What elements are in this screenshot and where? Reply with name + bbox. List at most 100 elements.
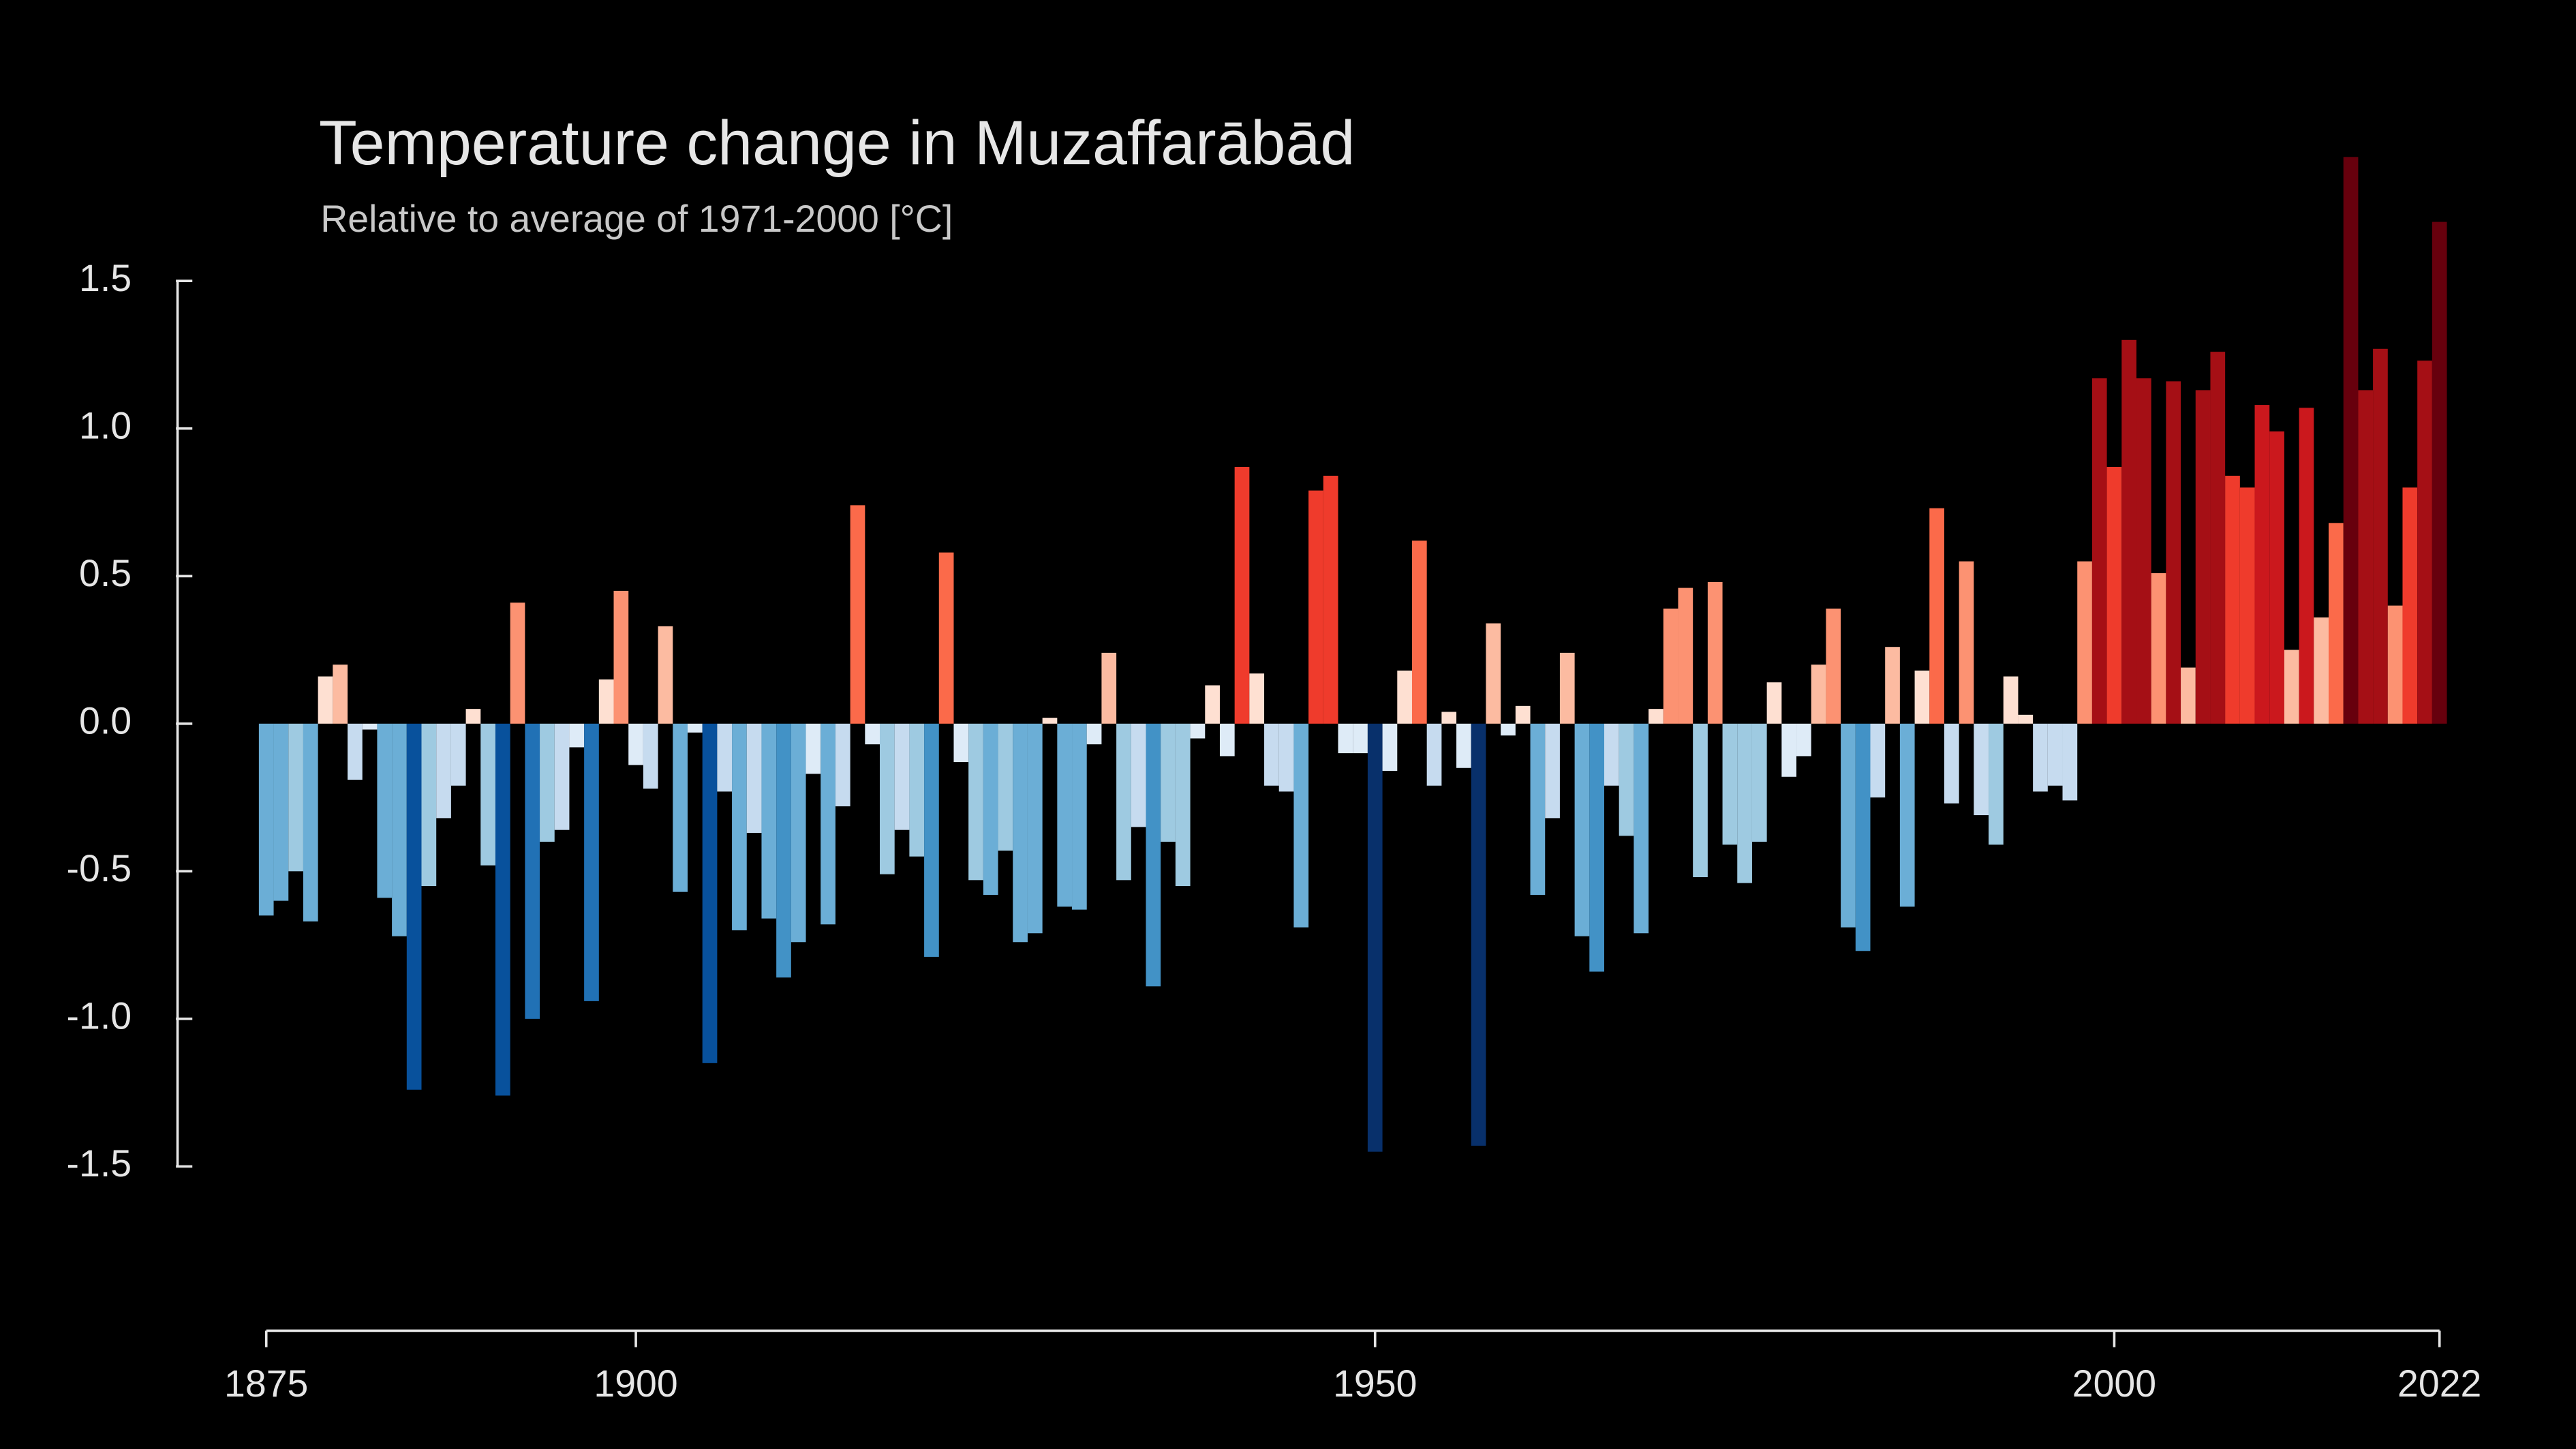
bar <box>1841 723 1856 928</box>
bar <box>776 723 791 978</box>
bar <box>1649 709 1663 724</box>
bar <box>2077 561 2092 724</box>
bar <box>628 723 643 765</box>
bar <box>850 505 865 724</box>
y-tick-label: 0.5 <box>79 552 132 594</box>
bar <box>554 723 570 830</box>
y-tick-label: 1.0 <box>79 404 132 446</box>
bar <box>924 723 939 957</box>
bar <box>288 723 303 872</box>
bar <box>1471 723 1486 1146</box>
x-tick-label: 1900 <box>594 1362 677 1405</box>
bar <box>1619 723 1634 836</box>
bar <box>1027 723 1043 934</box>
bar <box>1013 723 1028 943</box>
bar <box>1751 723 1767 842</box>
bar <box>998 723 1013 851</box>
bar <box>2358 390 2374 724</box>
y-tick-label: -1.5 <box>67 1142 132 1185</box>
bar <box>318 676 333 724</box>
bar <box>702 723 718 1063</box>
bar <box>1249 673 1265 724</box>
bar <box>2166 381 2181 724</box>
bar <box>1693 723 1708 877</box>
bar <box>1589 723 1605 972</box>
bar <box>1338 723 1353 754</box>
bar <box>2269 431 2284 724</box>
bar <box>2284 650 2299 724</box>
bar <box>1486 623 1501 724</box>
bar <box>2314 617 2329 724</box>
bar <box>1663 608 1678 724</box>
bar <box>1456 723 1471 768</box>
bar <box>2329 523 2344 724</box>
bar <box>880 723 895 874</box>
bar <box>1072 723 1087 910</box>
bar <box>2003 676 2019 724</box>
bar <box>1989 723 2004 845</box>
bar <box>569 723 585 748</box>
bar <box>525 723 540 1019</box>
bar <box>1766 682 1782 724</box>
bar <box>480 723 495 866</box>
bar <box>2210 352 2226 724</box>
y-tick-label: 1.5 <box>79 257 132 299</box>
bar <box>1441 712 1457 724</box>
x-tick-label: 1950 <box>1333 1362 1417 1405</box>
bar <box>1323 476 1338 724</box>
bar <box>1293 723 1309 928</box>
bar <box>2387 605 2403 724</box>
y-tick-label: -1.0 <box>67 995 132 1037</box>
bar <box>1308 490 1323 724</box>
bar <box>421 723 437 886</box>
bar <box>1501 723 1516 736</box>
bar <box>1131 723 1146 827</box>
bar <box>2062 723 2078 801</box>
bar <box>2181 667 2196 724</box>
bar <box>1278 723 1294 792</box>
bar <box>835 723 850 807</box>
bar <box>540 723 555 842</box>
x-tick-label: 2022 <box>2397 1362 2481 1405</box>
bar <box>584 723 599 1001</box>
bar <box>273 723 289 901</box>
bar <box>732 723 747 930</box>
chart-title: Temperature change in Muzaffarābād <box>319 108 1355 178</box>
bar <box>2121 339 2136 724</box>
bar <box>1929 508 1944 724</box>
bar <box>673 723 688 892</box>
bar <box>1426 723 1442 786</box>
bar <box>1559 652 1575 724</box>
bar <box>2151 573 2166 724</box>
bar <box>1796 723 1811 757</box>
bar <box>1367 723 1383 1152</box>
bar <box>1205 685 1220 724</box>
bar <box>761 723 777 919</box>
bar <box>2432 222 2447 724</box>
bar <box>717 723 733 792</box>
bar <box>1737 723 1752 883</box>
bar <box>746 723 762 834</box>
bar <box>1234 467 1250 724</box>
bar <box>1604 723 1619 786</box>
bar <box>791 723 806 943</box>
bar <box>465 709 481 724</box>
bar <box>436 723 451 819</box>
bar <box>406 723 422 1090</box>
bar <box>1574 723 1590 936</box>
bar <box>1397 670 1412 724</box>
bar <box>1870 723 1886 798</box>
bar <box>2225 476 2240 724</box>
bar <box>258 723 274 916</box>
bar <box>2402 487 2418 724</box>
bar <box>392 723 407 936</box>
bar <box>303 723 318 921</box>
bar <box>2195 390 2211 724</box>
bar <box>2047 723 2063 786</box>
bar <box>1086 723 1102 745</box>
bar <box>1175 723 1191 886</box>
bar <box>2254 405 2270 724</box>
bar <box>2106 467 2122 724</box>
bar <box>2417 361 2432 724</box>
